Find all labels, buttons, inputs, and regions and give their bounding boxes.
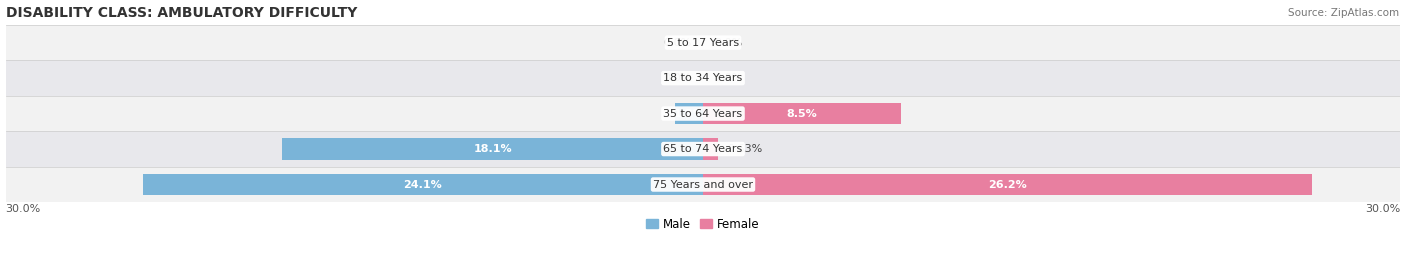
Text: 5 to 17 Years: 5 to 17 Years [666,38,740,48]
Text: 30.0%: 30.0% [6,204,41,214]
Text: 0.0%: 0.0% [664,73,692,83]
Bar [6,167,1400,202]
Bar [6,96,1400,131]
Bar [675,103,703,124]
Text: 75 Years and over: 75 Years and over [652,179,754,190]
Bar [6,60,1400,96]
Bar [703,139,717,160]
Text: 8.5%: 8.5% [786,109,817,119]
Text: 0.63%: 0.63% [727,144,762,154]
Text: 18 to 34 Years: 18 to 34 Years [664,73,742,83]
Text: 24.1%: 24.1% [404,179,443,190]
Text: Source: ZipAtlas.com: Source: ZipAtlas.com [1288,8,1399,18]
Text: 35 to 64 Years: 35 to 64 Years [664,109,742,119]
Bar [703,103,901,124]
Bar [143,174,703,195]
Text: 0.0%: 0.0% [714,73,742,83]
Bar [6,131,1400,167]
Text: 0.0%: 0.0% [714,38,742,48]
Bar [703,174,1312,195]
Text: DISABILITY CLASS: AMBULATORY DIFFICULTY: DISABILITY CLASS: AMBULATORY DIFFICULTY [6,6,357,20]
Text: 30.0%: 30.0% [1365,204,1400,214]
Bar [6,25,1400,60]
Text: 18.1%: 18.1% [474,144,512,154]
Legend: Male, Female: Male, Female [641,213,765,235]
Text: 0.0%: 0.0% [664,38,692,48]
Text: 26.2%: 26.2% [988,179,1026,190]
Text: 1.2%: 1.2% [673,109,704,119]
Text: 65 to 74 Years: 65 to 74 Years [664,144,742,154]
Bar [283,139,703,160]
